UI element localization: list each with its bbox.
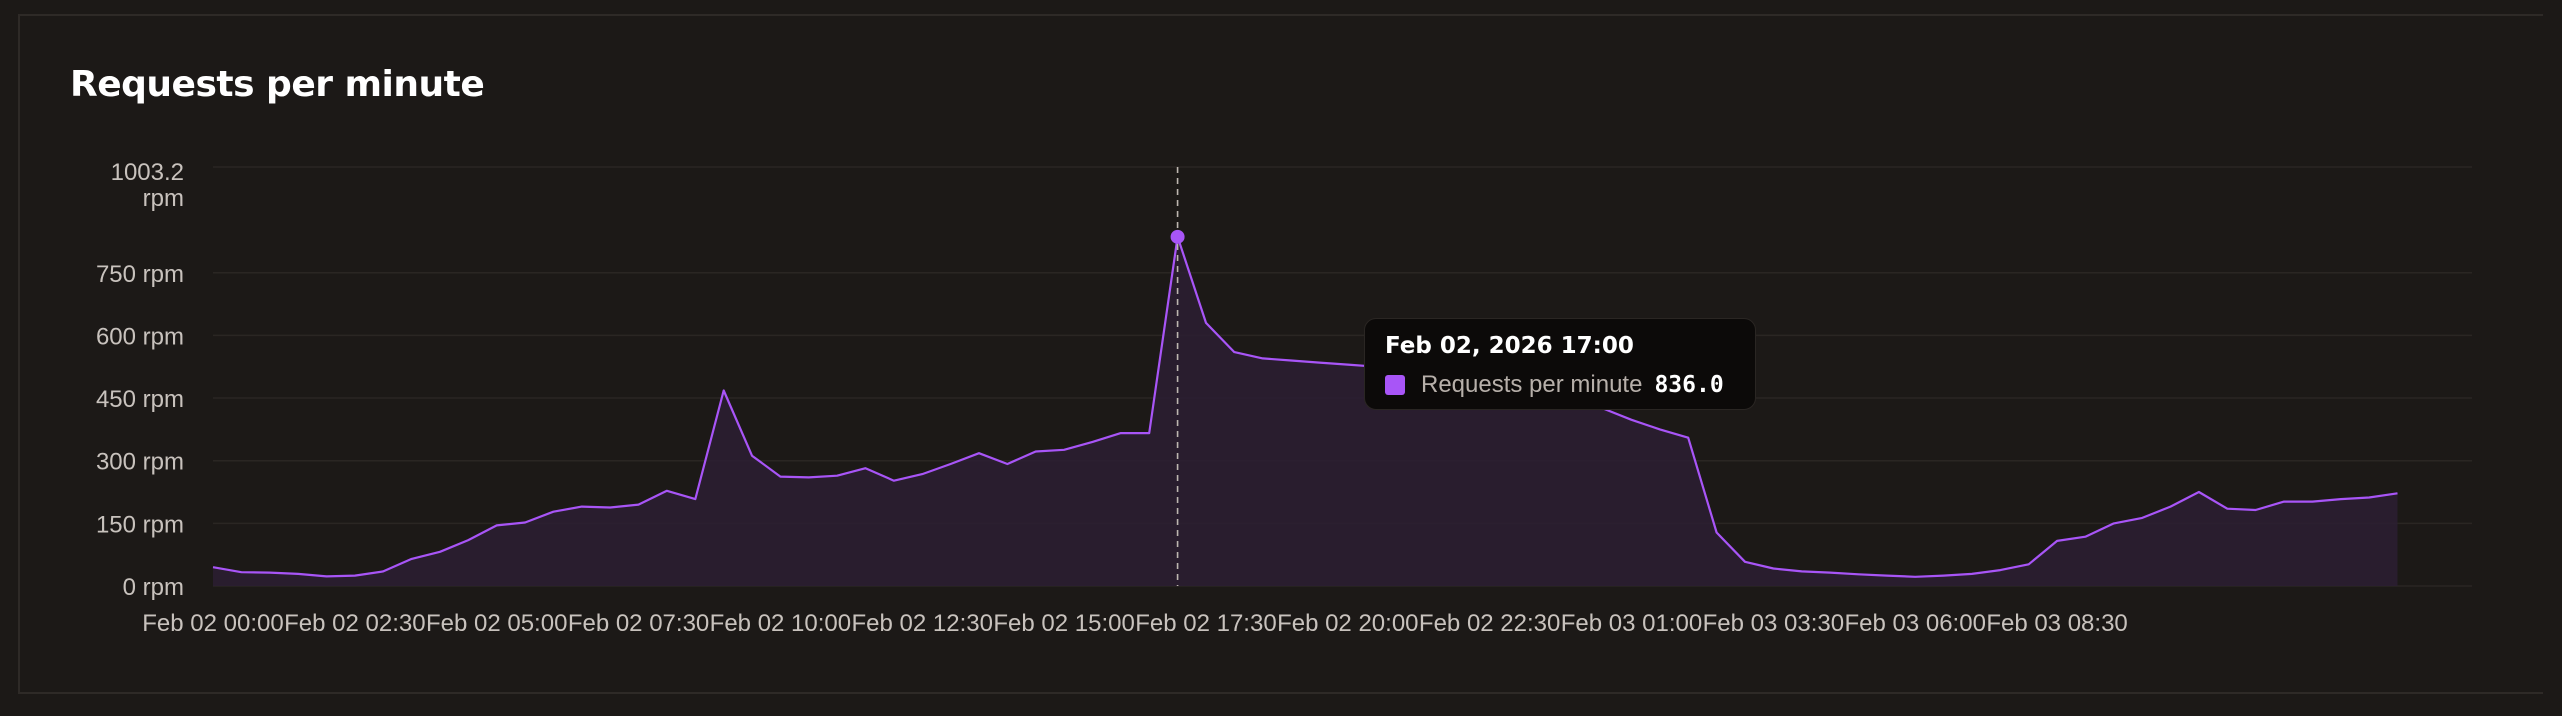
x-tick-label: Feb 02 05:00	[426, 610, 567, 637]
x-tick-label: Feb 02 07:30	[568, 610, 709, 637]
x-tick-label: Feb 03 03:30	[1703, 610, 1844, 637]
y-tick-label: 1003.2 rpm	[111, 159, 184, 212]
chart-tooltip: Feb 02, 2026 17:00 Requests per minute 8…	[1364, 318, 1756, 410]
x-tick-label: Feb 03 06:00	[1844, 610, 1985, 637]
x-tick-label: Feb 03 01:00	[1561, 610, 1702, 637]
y-axis: 0 rpm 150 rpm 300 rpm 450 rpm 600 rpm 750 rpm…	[96, 159, 184, 601]
series-area	[213, 236, 2398, 587]
series-line[interactable]	[212, 235, 2398, 578]
tooltip-series-name: Requests per minute	[1421, 371, 1643, 398]
x-tick-label: Feb 02 02:30	[284, 610, 425, 637]
chart-card	[18, 14, 2543, 694]
y-tick-label: 150 rpm	[96, 511, 184, 538]
chart-title: Requests per minute	[70, 64, 485, 105]
tooltip-value: 836.0	[1654, 372, 1724, 398]
y-tick-label: 0 rpm	[123, 574, 184, 601]
hover-point[interactable]	[1170, 229, 1185, 244]
x-tick-label: Feb 02 10:00	[710, 610, 851, 637]
y-tick-label: 450 rpm	[96, 386, 184, 413]
x-tick-label: Feb 02 12:30	[852, 610, 993, 637]
x-tick-label: Feb 02 20:00	[1277, 610, 1418, 637]
y-tick-label: 750 rpm	[96, 261, 184, 288]
x-axis: Feb 02 00:00 Feb 02 02:30 Feb 02 05:00 Feb …	[142, 610, 2128, 637]
tooltip-row: Requests per minute 836.0	[1385, 371, 1735, 399]
x-tick-label: Feb 02 22:30	[1419, 610, 1560, 637]
series-swatch	[1385, 375, 1405, 395]
x-tick-label: Feb 02 15:00	[993, 610, 1134, 637]
x-tick-label: Feb 02 17:30	[1135, 610, 1276, 637]
x-tick-label: Feb 02 00:00	[142, 610, 283, 637]
y-tick-label: 300 rpm	[96, 449, 184, 476]
x-tick-label: Feb 03 08:30	[1986, 610, 2127, 637]
tooltip-date: Feb 02, 2026 17:00	[1385, 333, 1634, 359]
y-tick-label: 600 rpm	[96, 323, 184, 350]
